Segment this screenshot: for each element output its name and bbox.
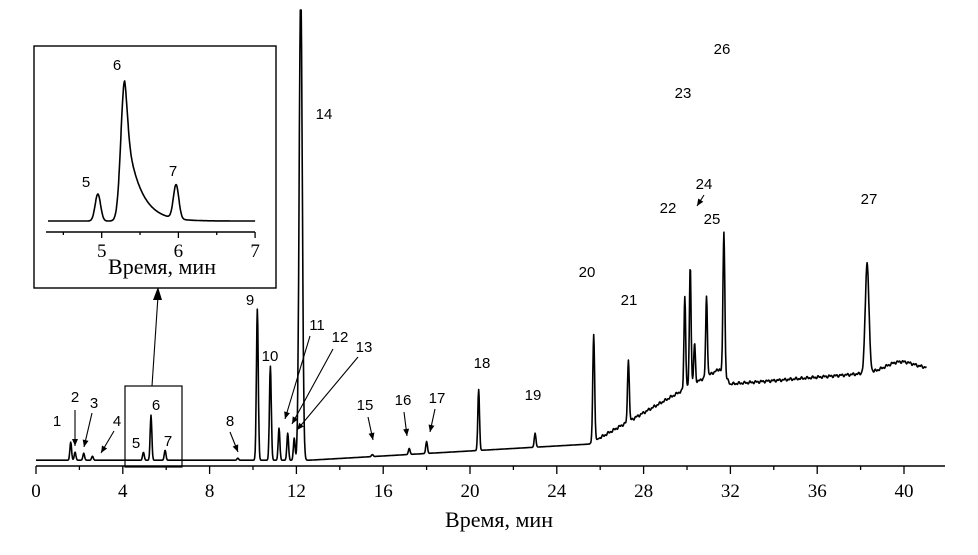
peak-arrowhead-3	[82, 439, 89, 447]
x-tick-label: 12	[287, 481, 306, 502]
peak-label-2: 2	[71, 389, 79, 406]
inset-x-tick-label: 6	[174, 241, 184, 262]
peak-label-18: 18	[474, 355, 491, 372]
peak-label-8: 8	[226, 413, 234, 430]
x-tick-label: 4	[118, 481, 128, 502]
zoom-callout	[124, 287, 183, 468]
peak-label-23: 23	[675, 85, 692, 102]
peak-arrow-13	[296, 356, 359, 431]
peak-arrow-12	[291, 348, 334, 425]
inset-x-axis-title: Время, мин	[108, 254, 216, 279]
peak-label-20: 20	[579, 264, 596, 281]
x-tick-label: 40	[895, 481, 914, 502]
peak-label-5: 5	[132, 435, 140, 452]
x-tick-label: 0	[31, 481, 41, 502]
main-chromatogram-trace	[35, 9, 927, 461]
peak-arrow-11	[284, 335, 311, 420]
zoom-arrowhead	[153, 287, 162, 300]
main-x-axis: 0 4 8 12 16 20 24 28 32 36 40	[31, 465, 945, 502]
peak-label-1: 1	[53, 413, 61, 430]
inset-x-tick-label: 5	[97, 241, 107, 262]
x-tick-label: 32	[721, 481, 740, 502]
peak-label-6: 6	[152, 397, 160, 414]
x-tick-label: 24	[547, 481, 567, 502]
peak-arrowhead-2	[72, 439, 78, 446]
peak-label-14: 14	[316, 106, 333, 123]
peak-label-17: 17	[429, 390, 446, 407]
peak-label-4: 4	[113, 413, 121, 430]
peak-label-13: 13	[356, 339, 373, 356]
peak-label-9: 9	[246, 292, 254, 309]
peak-arrowhead-12	[292, 416, 298, 424]
peak-label-25: 25	[704, 211, 721, 228]
peak-label-12: 12	[332, 329, 349, 346]
peak-arrowhead-8	[232, 444, 239, 452]
main-trace-group	[35, 9, 927, 461]
peak-label-27: 27	[861, 191, 878, 208]
peak-label-11: 11	[309, 317, 325, 334]
peak-arrowhead-13	[297, 422, 304, 430]
peak-arrowhead-4	[101, 445, 108, 453]
peak-arrowhead-24	[697, 198, 704, 206]
x-axis-title: Время, мин	[445, 507, 553, 532]
peak-label-16: 16	[395, 392, 412, 409]
zoom-arrow-line	[151, 295, 159, 387]
peak-label-19: 19	[525, 387, 542, 404]
peak-arrowhead-15	[368, 432, 375, 440]
x-tick-label: 8	[205, 481, 215, 502]
peak-label-10: 10	[262, 348, 279, 365]
x-tick-label: 16	[374, 481, 393, 502]
inset-chart: 5 6 7 5 6 7	[33, 45, 277, 289]
peak-arrowhead-16	[403, 428, 410, 436]
inset-frame	[33, 45, 277, 289]
zoom-region-box	[124, 385, 183, 468]
peak-label-3: 3	[90, 395, 98, 412]
inset-peak-label-7: 7	[169, 163, 177, 180]
peak-arrowhead-11	[284, 411, 290, 419]
peak-arrowhead-17	[428, 424, 435, 432]
inset-chromatogram-trace	[47, 80, 256, 222]
peak-label-7: 7	[164, 433, 172, 450]
x-tick-label: 36	[808, 481, 827, 502]
peak-label-24: 24	[696, 176, 713, 193]
inset-peak-label-6: 6	[113, 57, 121, 74]
peak-label-21: 21	[621, 292, 638, 309]
x-tick-label: 28	[634, 481, 653, 502]
inset-peak-label-5: 5	[82, 174, 90, 191]
peak-label-26: 26	[714, 41, 731, 58]
inset-x-tick-label: 7	[250, 241, 260, 262]
peak-label-22: 22	[660, 200, 677, 217]
x-tick-label: 20	[461, 481, 480, 502]
peak-label-15: 15	[357, 397, 374, 414]
